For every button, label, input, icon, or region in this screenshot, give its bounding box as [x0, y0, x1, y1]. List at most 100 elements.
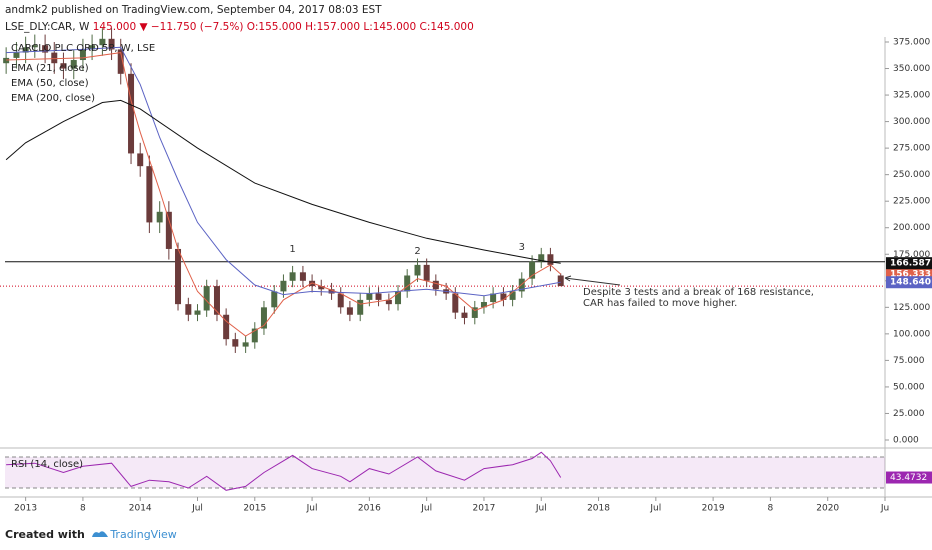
- quote: 145.000 ▼ −11.750 (−7.5%): [92, 21, 244, 33]
- y-tick-label: 300.000: [893, 117, 930, 127]
- axis-price-label: 148.640: [890, 278, 931, 288]
- axis-price-label: 156.333: [890, 270, 931, 280]
- candle-body: [89, 45, 96, 50]
- y-tick-label: 325.000: [893, 91, 930, 101]
- candle-body: [452, 293, 459, 313]
- note-arrow: [564, 277, 621, 286]
- candle-body: [175, 248, 182, 305]
- x-tick-label: 2015: [243, 504, 266, 514]
- rsi-band: [5, 456, 885, 488]
- candle-body: [432, 280, 439, 290]
- y-tick-label: 50.000: [893, 382, 925, 392]
- x-tick-label: Jul: [649, 504, 661, 514]
- symbol-line: LSE_DLY:CAR, W 145.000 ▼ −11.750 (−7.5%)…: [5, 19, 474, 36]
- candle-body: [480, 302, 487, 308]
- candle-body: [318, 286, 325, 290]
- x-tick-label: 8: [768, 504, 774, 514]
- candle-body: [518, 278, 525, 292]
- candle-body: [260, 307, 267, 329]
- candle-body: [395, 291, 402, 305]
- x-tick-label: Jul: [535, 504, 547, 514]
- candle-body: [271, 291, 278, 308]
- y-tick-label: 125.000: [893, 303, 930, 313]
- y-tick-label: 175.000: [893, 250, 930, 260]
- candle-body: [51, 52, 58, 64]
- legend-entry: EMA (21, close): [11, 63, 89, 74]
- x-tick-label: 2019: [702, 504, 725, 514]
- brand: TradingView: [110, 528, 177, 541]
- candle-body: [223, 314, 230, 340]
- symbol: LSE_DLY:CAR, W: [5, 21, 90, 33]
- candle-body: [185, 304, 192, 315]
- candle-body: [375, 293, 382, 300]
- candle-body: [117, 49, 124, 74]
- candle-body: [165, 211, 172, 249]
- candle-body: [404, 275, 411, 292]
- x-tick-label: 2016: [358, 504, 381, 514]
- candle-body: [42, 45, 49, 53]
- candle-body: [137, 153, 144, 167]
- candle-body: [299, 272, 306, 281]
- candle-body: [31, 45, 38, 48]
- rsi-value-box: [886, 471, 932, 484]
- x-tick-label: Jul: [420, 504, 432, 514]
- candle-body: [289, 272, 296, 281]
- y-tick-label: 25.000: [893, 409, 925, 419]
- candle-body: [22, 47, 29, 53]
- candle-body: [3, 57, 10, 64]
- candle-body: [328, 289, 335, 294]
- axis-price-box: [886, 257, 932, 270]
- candle-body: [509, 291, 516, 300]
- candle-body: [357, 299, 364, 315]
- logo: [92, 531, 109, 537]
- candle-body: [194, 310, 201, 315]
- annotation: 2: [414, 246, 420, 257]
- axis-price-label: 166.587: [890, 259, 931, 269]
- candle-body: [128, 73, 135, 154]
- candle-body: [280, 280, 287, 292]
- note-arrowhead: [564, 275, 572, 282]
- candle-body: [385, 299, 392, 305]
- x-tick-label: Ju: [880, 504, 889, 514]
- legend-entry: CARCLO PLC ORD 5P, W, LSE: [11, 43, 155, 54]
- candle-body: [490, 293, 497, 303]
- x-tick-label: 2014: [129, 504, 152, 514]
- note-text: CAR has failed to move higher.: [583, 298, 737, 309]
- y-tick-label: 375.000: [893, 37, 930, 47]
- x-tick-label: 8: [80, 504, 86, 514]
- annotation: 3: [519, 242, 525, 253]
- y-tick-label: 275.000: [893, 144, 930, 154]
- header: andmk2 published on TradingView.com, Sep…: [5, 2, 474, 36]
- y-tick-label: 250.000: [893, 170, 930, 180]
- ema-line: [6, 46, 561, 297]
- rsi-line: [6, 451, 562, 491]
- candle-body: [13, 52, 20, 58]
- ohlc: O:155.000 H:157.000 L:145.000 C:145.000: [246, 21, 474, 33]
- y-tick-label: 350.000: [893, 64, 930, 74]
- candle-body: [557, 275, 564, 287]
- x-tick-label: 2013: [14, 504, 37, 514]
- x-tick-label: Jul: [306, 504, 318, 514]
- x-tick-label: 2017: [473, 504, 496, 514]
- candle-body: [461, 312, 468, 318]
- candle-body: [232, 339, 239, 347]
- footer-text: Created with: [5, 528, 85, 541]
- note-text: Despite 3 tests and a break of 168 resis…: [583, 287, 814, 298]
- publish-line: andmk2 published on TradingView.com, Sep…: [5, 4, 382, 16]
- y-tick-label: 225.000: [893, 197, 930, 207]
- ema-line: [5, 99, 561, 264]
- candle-body: [538, 254, 545, 262]
- candle-body: [251, 328, 258, 343]
- candle-body: [79, 49, 86, 61]
- candle-body: [366, 293, 373, 300]
- candle-body: [529, 261, 536, 279]
- candle-body: [337, 293, 344, 308]
- candle-body: [414, 264, 421, 276]
- candle-body: [60, 63, 67, 69]
- candle-body: [99, 38, 106, 46]
- candle-body: [242, 342, 249, 347]
- candle-body: [108, 38, 115, 50]
- candle-body: [547, 254, 554, 265]
- candle-body: [156, 211, 163, 223]
